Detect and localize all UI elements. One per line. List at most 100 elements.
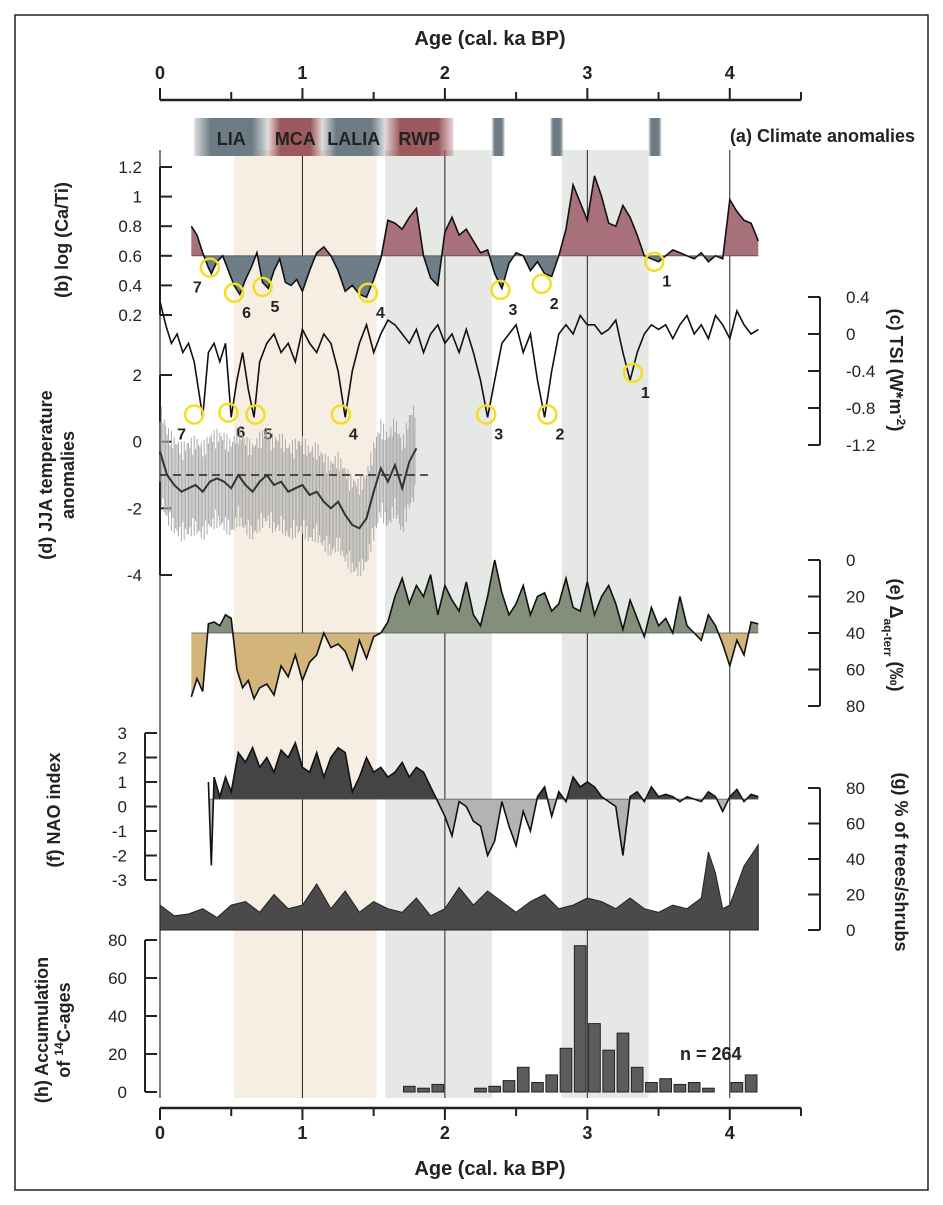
- tsi-event-label-4: 4: [349, 426, 358, 443]
- nao-y-axis: 3 2 1 0 -1 -2 -3: [112, 724, 157, 890]
- delta-line: [190, 559, 759, 701]
- c14-bar: [744, 1074, 758, 1093]
- nao-y-tick-label: 1: [118, 773, 127, 792]
- climate-block-label-LALIA: LALIA: [327, 129, 380, 149]
- c14-bar: [402, 1085, 416, 1093]
- tsi-y-tick-label: -0.8: [846, 399, 875, 418]
- jja-smoothed-line: [159, 447, 418, 530]
- c14-bar: [630, 1066, 644, 1093]
- nao-y-tick-label: 3: [118, 724, 127, 743]
- climate-block-0: [194, 118, 269, 156]
- shaded-band-0: [234, 150, 377, 1098]
- ca_ti-y-tick-label: 1: [133, 188, 142, 207]
- c14-bar: [559, 1047, 573, 1093]
- tsi-event-label-5: 5: [263, 426, 272, 443]
- bottom-x-tick-label-3: 3: [582, 1123, 592, 1143]
- ca_ti-event-marker-3: [490, 279, 511, 301]
- climate-block-label-MCA: MCA: [275, 129, 316, 149]
- c14-bar: [616, 1032, 630, 1093]
- jja-y-tick-label: -2: [127, 499, 142, 518]
- tsi-y-tick-label: -1.2: [846, 436, 875, 455]
- nao-y-tick-label: -2: [112, 847, 127, 866]
- top-x-tick-label-2: 2: [440, 63, 450, 83]
- ca_ti-event-label-4: 4: [376, 305, 385, 322]
- ca_ti-positive-fill: [191, 175, 759, 256]
- top-x-tick-label-4: 4: [725, 63, 735, 83]
- jja-series: [159, 405, 431, 577]
- ca_ti-event-label-7: 7: [193, 280, 202, 297]
- c14-bar: [545, 1074, 559, 1093]
- tsi-axis-label: (c) TSI (W*m-2): [886, 309, 908, 432]
- jja-y-tick-label: 0: [133, 433, 142, 452]
- ca_ti-event-marker-4: [357, 282, 379, 304]
- tsi-y-axis: 0.4 0 -0.4 -0.8 -1.2: [808, 288, 875, 455]
- ca_ti-event-label-6: 6: [242, 305, 251, 322]
- climate-block-2: [322, 118, 386, 156]
- ca-ti-series: 7 6 5 4 3 2 1: [190, 175, 760, 322]
- c14-bar: [516, 1066, 530, 1093]
- climate-block-6: [648, 118, 662, 156]
- c14-bars: [402, 945, 758, 1093]
- delta-y-tick-label: 40: [846, 624, 865, 643]
- delta-negative-fill: [191, 633, 749, 699]
- c14-bar: [730, 1082, 744, 1093]
- delta-y-tick-label: 20: [846, 588, 865, 607]
- climate-block-label-LIA: LIA: [217, 129, 246, 149]
- c14-bar: [531, 1082, 544, 1093]
- tsi-event-label-1: 1: [641, 385, 650, 402]
- ca_ti-y-tick-label: 0.4: [118, 276, 142, 295]
- c14-bar: [488, 1085, 502, 1093]
- ca_ti-y-tick-label: 0.6: [118, 247, 142, 266]
- top-x-tick-label-1: 1: [297, 63, 307, 83]
- c14-bar: [573, 945, 587, 1093]
- delta-series: [190, 559, 759, 701]
- climate-block-1: [268, 118, 323, 156]
- climate-block-5: [550, 118, 564, 156]
- c14-bar: [687, 1082, 701, 1093]
- c14-bar: [588, 1023, 601, 1093]
- c14-bar: [602, 1049, 616, 1093]
- ca_ti-y-tick-label: 1.2: [118, 158, 142, 177]
- trees-axis-label: (g) % of trees/shrubs: [891, 772, 911, 951]
- ca_ti-event-marker-2: [531, 273, 553, 295]
- c14-y-tick-label: 80: [108, 931, 127, 950]
- delta-y-tick-label: 80: [846, 697, 865, 716]
- c14-y-tick-label: 20: [108, 1045, 127, 1064]
- ca_ti-event-marker-6: [223, 282, 245, 304]
- delta-axis-label: (e) Δaq-terr (‰): [881, 579, 906, 692]
- ca_ti-event-label-1: 1: [662, 274, 671, 291]
- c14-bar: [474, 1087, 487, 1093]
- tsi-event-marker-6: [218, 402, 239, 423]
- top-x-tick-label-3: 3: [582, 63, 592, 83]
- c14-bar: [702, 1087, 715, 1093]
- c14-y-tick-label: 0: [118, 1083, 127, 1102]
- tsi-y-tick-label: -0.4: [846, 362, 875, 381]
- ca_ti-y-tick-label: 0.8: [118, 217, 142, 236]
- nao-y-tick-label: -1: [112, 822, 127, 841]
- c14-axis-label: (h) Accumulation of 14C-ages: [32, 957, 74, 1103]
- trees-y-tick-label: 80: [846, 779, 865, 798]
- bottom-x-tick-label-4: 4: [725, 1123, 735, 1143]
- tsi-event-marker-4: [330, 404, 352, 425]
- nao-y-tick-label: 0: [118, 798, 127, 817]
- ca_ti-event-label-2: 2: [550, 296, 559, 313]
- bottom-x-tick-label-2: 2: [440, 1123, 450, 1143]
- climate-block-label-RWP: RWP: [398, 129, 440, 149]
- tsi-series: 7 6 5 4 3 2 1: [159, 301, 759, 443]
- climate-block-4: [491, 118, 505, 156]
- bottom-x-axis-label: Age (cal. ka BP): [414, 1158, 565, 1180]
- tsi-event-marker-1: [622, 362, 644, 384]
- top-x-tick-label-0: 0: [155, 63, 165, 83]
- tsi-y-tick-label: 0: [846, 325, 855, 344]
- c14-y-tick-label: 40: [108, 1007, 127, 1026]
- panels: 0.2 0.4 0.6 0.8 1 1.2 7 6 5 4 3 2 1 0.4 0 -0.4 -0.8 -1.2 7…: [108, 158, 875, 1102]
- ca-ti-line: [190, 175, 760, 299]
- c14-y-tick-label: 60: [108, 969, 127, 988]
- climate-block-3: [385, 118, 454, 156]
- tsi-line: [159, 301, 759, 418]
- x-axes: 0 1 2 3 4 0 1 2 3 4: [155, 63, 802, 1143]
- ca_ti-event-label-5: 5: [271, 299, 280, 316]
- trees-y-tick-label: 0: [846, 921, 855, 940]
